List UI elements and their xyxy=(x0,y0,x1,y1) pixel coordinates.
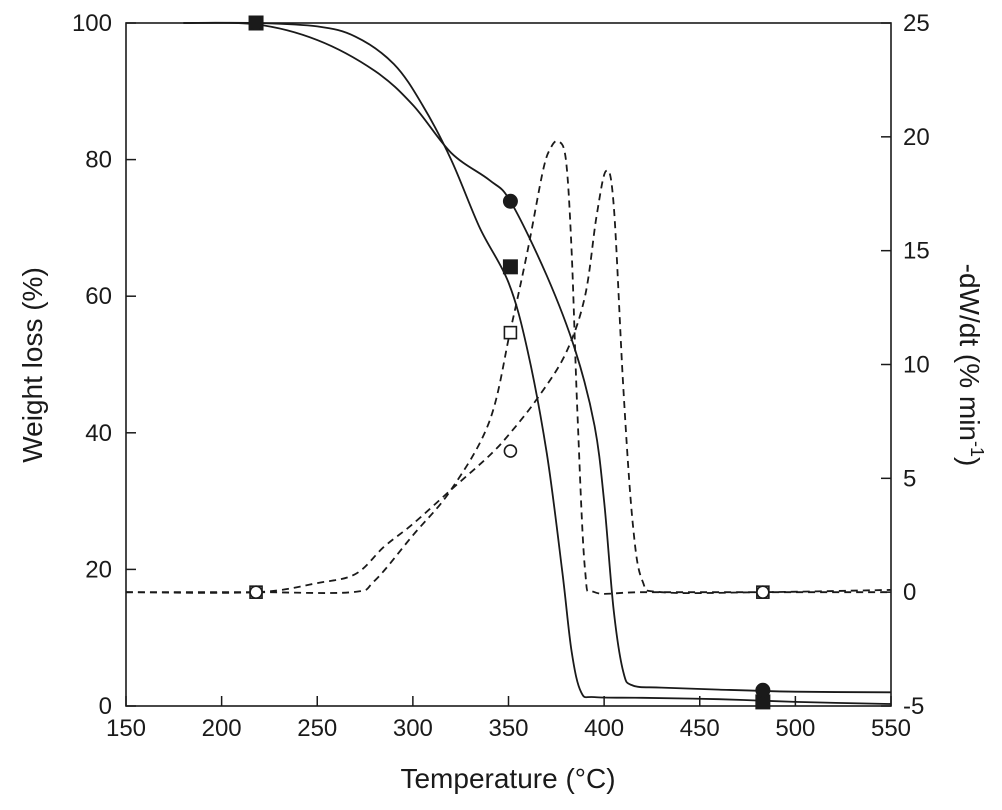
x-tick-label: 200 xyxy=(202,715,242,742)
x-tick-label: 250 xyxy=(297,715,337,742)
y-right-tick-label: 25 xyxy=(903,10,930,37)
x-tick-label: 350 xyxy=(488,715,528,742)
x-tick-label: 150 xyxy=(106,715,146,742)
series-2-line xyxy=(183,21,892,694)
series-2-marker xyxy=(248,15,264,31)
series-layer xyxy=(125,15,892,710)
ticks-layer xyxy=(125,22,892,707)
x-axis-title: Temperature (°C) xyxy=(400,763,615,794)
y-axis-right-title-superscript: -1 xyxy=(967,441,987,457)
series-4-line xyxy=(125,169,892,595)
x-tick-label: 400 xyxy=(584,715,624,742)
y-left-tick-label: 0 xyxy=(99,693,112,720)
y-right-tick-label: 15 xyxy=(903,238,930,265)
series-1-line xyxy=(183,21,892,705)
y-right-tick-label: 10 xyxy=(903,352,930,379)
y-axis-right-title-close: ) xyxy=(954,457,985,466)
y-left-tick-label: 60 xyxy=(85,283,112,310)
x-tick-label: 300 xyxy=(393,715,433,742)
y-axis-right-title: -dW/dt (% min-1) xyxy=(954,264,987,467)
series-4-marker xyxy=(756,585,770,599)
series-3-line xyxy=(125,140,891,595)
series-2-marker xyxy=(502,193,518,209)
y-right-tick-label: -5 xyxy=(903,693,924,720)
y-left-tick-label: 40 xyxy=(85,420,112,447)
x-tick-label: 550 xyxy=(871,715,911,742)
plot-frame xyxy=(125,22,892,707)
y-axis-left-title: Weight loss (%) xyxy=(17,267,48,463)
x-tick-label: 500 xyxy=(775,715,815,742)
series-4-marker xyxy=(249,585,263,599)
y-right-tick-label: 20 xyxy=(903,124,930,151)
y-left-tick-label: 80 xyxy=(85,147,112,174)
y-right-tick-label: 0 xyxy=(903,579,916,606)
y-axis-right-title-main: -dW/dt (% min xyxy=(954,264,985,441)
y-right-tick-label: 5 xyxy=(903,465,916,492)
y-left-tick-label: 100 xyxy=(72,10,112,37)
x-tick-label: 450 xyxy=(680,715,720,742)
series-2-marker xyxy=(755,682,771,698)
series-4-marker xyxy=(503,444,518,458)
series-3-marker xyxy=(503,325,518,340)
series-1-marker xyxy=(502,259,518,275)
y-left-tick-label: 20 xyxy=(85,556,112,583)
tick-labels-layer: 150 200 250 300 350 400 450 500 550020406080100-… xyxy=(72,10,930,742)
